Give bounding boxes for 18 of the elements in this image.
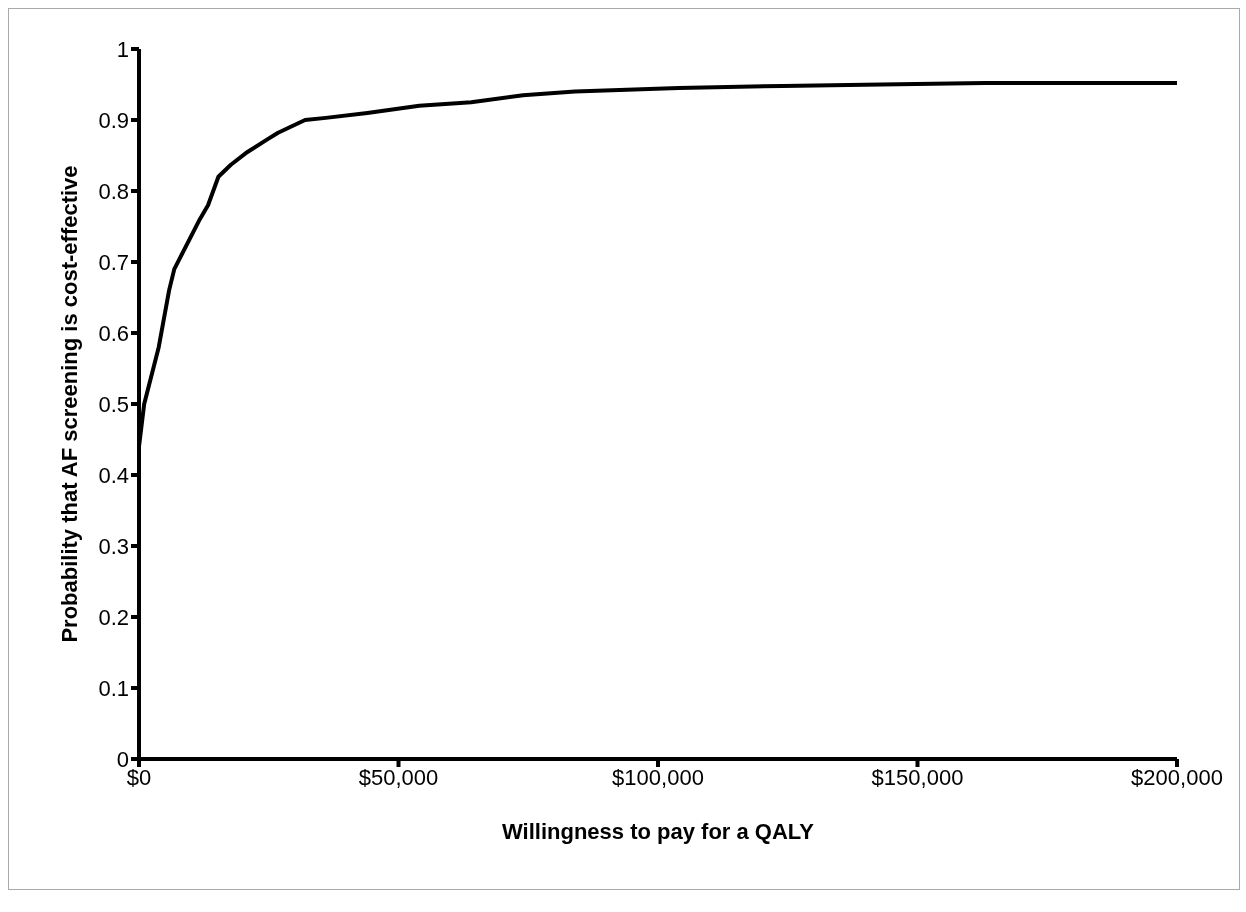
y-tick-label: 0.3: [98, 533, 129, 559]
x-tick-label: $50,000: [358, 764, 439, 790]
x-axis-title: Willingness to pay for a QALY: [502, 819, 815, 844]
y-tick-label: 0.7: [98, 249, 129, 275]
y-tick-label: 0.4: [98, 462, 129, 488]
y-tick-label: 0.5: [98, 391, 129, 417]
x-tick-label: $0: [126, 764, 152, 790]
y-tick-label: 0.2: [98, 604, 129, 630]
y-tick-label: 1: [116, 36, 129, 62]
y-tick-label: 0.1: [98, 675, 129, 701]
x-tick-label: $100,000: [612, 764, 704, 790]
x-tick-label: $150,000: [871, 764, 964, 790]
y-tick-label: 0.8: [98, 178, 129, 204]
x-tick-label: $200,000: [1131, 764, 1223, 790]
y-tick-label: 0.9: [98, 107, 129, 133]
y-tick-label: 0.6: [98, 320, 129, 346]
y-axis-title: Probability that AF screening is cost-effective: [56, 165, 82, 643]
y-tick-label: 0: [116, 746, 129, 772]
